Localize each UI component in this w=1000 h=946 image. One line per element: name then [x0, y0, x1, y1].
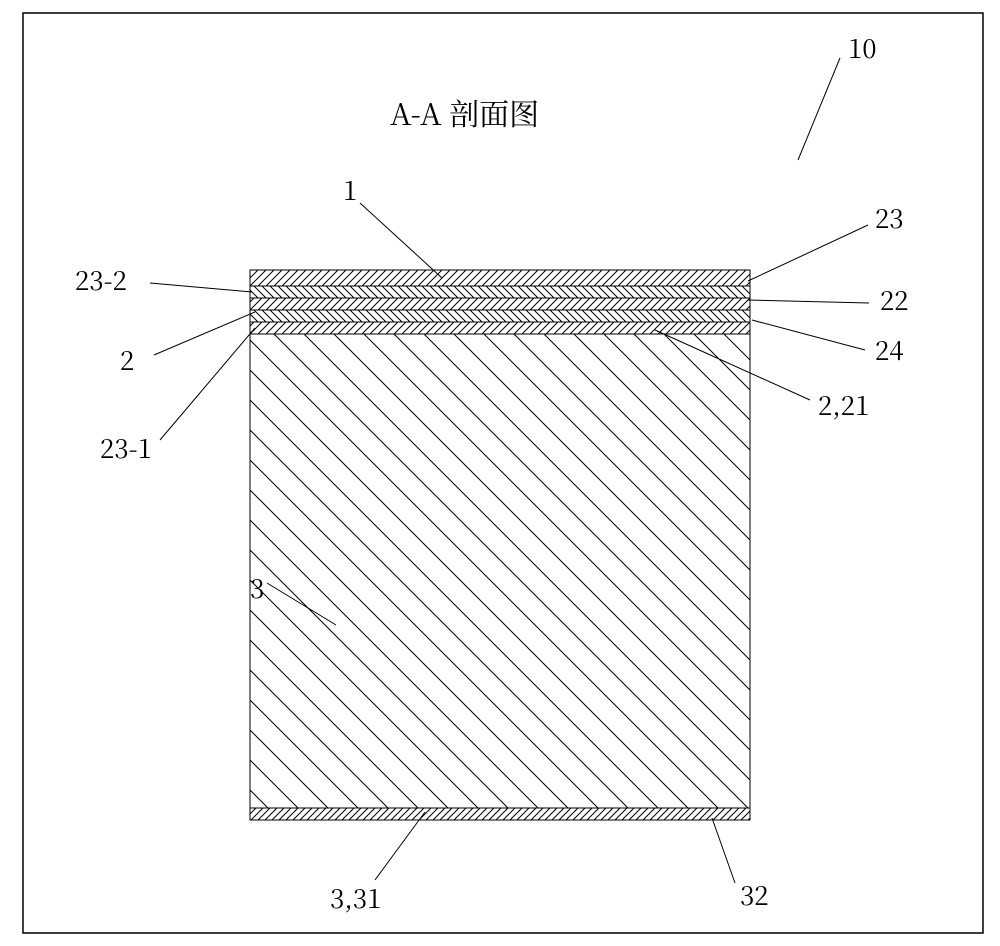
leader-line: [154, 312, 255, 355]
callout-label: 3,31: [330, 879, 381, 916]
callout-label: 2: [120, 341, 134, 378]
leader-line: [712, 818, 735, 883]
callout-label: 23-2: [75, 261, 127, 298]
leader-line: [360, 203, 442, 278]
leader-line: [752, 320, 865, 350]
callout-label: 32: [740, 876, 769, 913]
leader-line: [375, 812, 425, 880]
callout-label: 23-1: [100, 429, 152, 466]
leader-line: [160, 328, 255, 440]
leader-line: [748, 225, 868, 281]
leader-line: [798, 58, 840, 160]
callout-label: 1: [343, 171, 357, 208]
callout-label: 22: [880, 281, 909, 318]
callout-label: 24: [875, 331, 904, 368]
section-title: A-A 剖面图: [390, 90, 539, 134]
leader-line: [150, 283, 252, 292]
callout-label: 23: [875, 199, 904, 236]
callout-label: 2,21: [818, 386, 869, 423]
callout-label: 3: [250, 569, 264, 606]
leader-line: [748, 300, 869, 303]
callout-label: 10: [848, 29, 877, 66]
